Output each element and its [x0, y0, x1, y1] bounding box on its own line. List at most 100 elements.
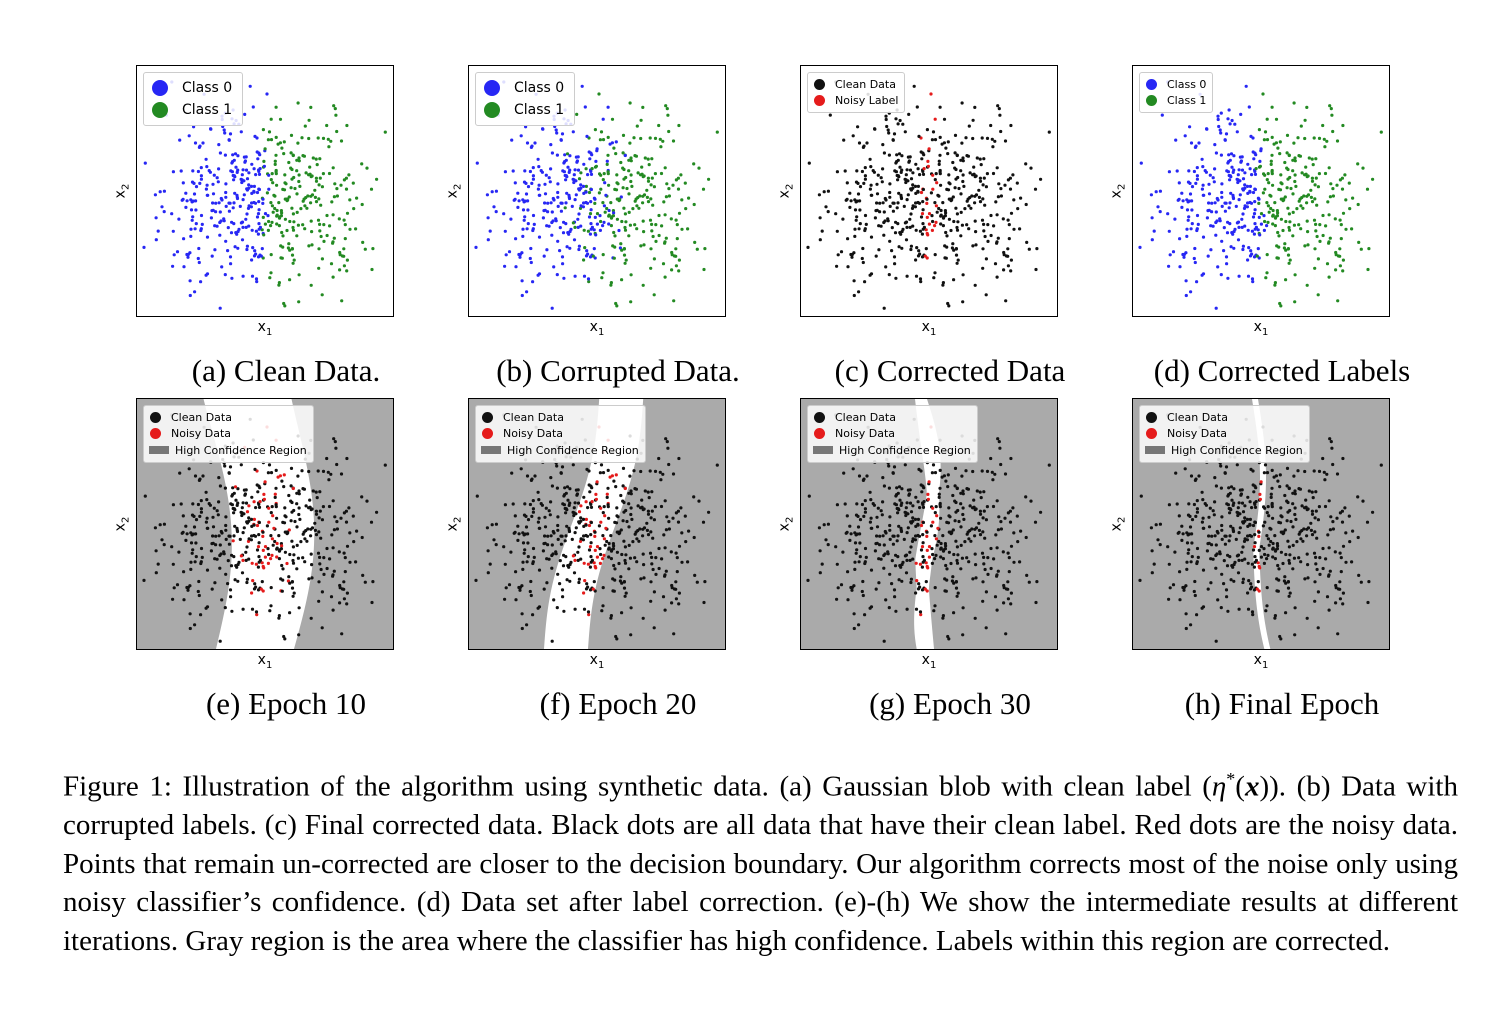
scatter-point: [1237, 274, 1241, 278]
scatter-point: [612, 256, 616, 260]
scatter-point: [1236, 571, 1241, 575]
scatter-point: [968, 504, 972, 508]
scatter-point: [903, 177, 907, 181]
scatter-point: [199, 507, 203, 511]
scatter-point: [597, 524, 601, 528]
scatter-point: [275, 516, 279, 520]
scatter-point: [926, 159, 930, 163]
scatter-point: [1233, 122, 1237, 126]
scatter-point: [972, 498, 976, 502]
scatter-point: [934, 204, 938, 208]
scatter-point: [1286, 253, 1291, 257]
scatter-point: [231, 153, 235, 157]
scatter-point: [1228, 222, 1232, 226]
scatter-point: [266, 547, 270, 551]
scatter-point: [536, 157, 540, 161]
scatter-point: [1297, 532, 1301, 536]
scatter-point: [197, 260, 201, 265]
scatter-point: [807, 494, 811, 498]
scatter-point: [1253, 172, 1258, 176]
scatter-point: [997, 107, 1001, 111]
scatter-point: [214, 210, 218, 214]
scatter-point: [856, 125, 860, 129]
y-axis-label-h: x2: [1108, 516, 1128, 532]
scatter-point: [494, 543, 498, 547]
scatter-point: [896, 178, 900, 182]
scatter-point: [1192, 169, 1196, 174]
scatter-point: [1184, 279, 1188, 283]
scatter-point: [594, 492, 598, 496]
scatter-point: [171, 229, 175, 233]
scatter-point: [586, 562, 590, 566]
scatter-point: [1269, 492, 1273, 496]
scatter-point: [1249, 249, 1253, 253]
scatter-point: [154, 238, 158, 242]
scatter-point: [629, 156, 633, 160]
scatter-point: [1328, 569, 1332, 573]
scatter-point: [960, 101, 964, 105]
scatter-point: [555, 464, 559, 468]
scatter-point: [1263, 506, 1267, 510]
scatter-point: [273, 159, 277, 163]
scatter-point: [1295, 540, 1299, 544]
scatter-point: [1231, 529, 1236, 534]
scatter-plot-e: Clean Data Noisy Data High Confidence Regi…: [136, 398, 394, 650]
scatter-point: [277, 557, 281, 561]
scatter-point: [577, 545, 581, 549]
scatter-point: [209, 127, 213, 131]
scatter-point: [291, 558, 295, 563]
scatter-point: [232, 174, 236, 178]
scatter-point: [277, 281, 281, 285]
scatter-point: [223, 464, 227, 468]
scatter-point: [877, 557, 881, 561]
scatter-point: [1336, 632, 1340, 636]
scatter-point: [589, 172, 594, 176]
scatter-point: [297, 489, 301, 493]
scatter-point: [961, 179, 965, 184]
scatter-point: [922, 500, 926, 504]
scatter-point: [623, 228, 628, 232]
scatter-point: [345, 544, 350, 548]
scatter-point: [1171, 583, 1176, 587]
scatter-point: [1241, 247, 1245, 252]
eta-symbol: η: [1211, 770, 1227, 803]
scatter-point: [941, 614, 945, 618]
scatter-point: [881, 476, 885, 480]
scatter-point: [1273, 557, 1277, 561]
scatter-point: [521, 541, 526, 545]
scatter-point: [959, 192, 963, 196]
scatter-point: [531, 510, 535, 514]
scatter-point: [261, 534, 265, 538]
scatter-point: [1338, 597, 1342, 601]
scatter-point: [897, 485, 902, 489]
scatter-point: [1300, 171, 1304, 175]
scatter-point: [857, 560, 861, 564]
scatter-point: [614, 473, 618, 477]
scatter-point: [255, 523, 260, 528]
scatter-point: [871, 169, 875, 173]
scatter-point: [824, 205, 828, 209]
scatter-point: [1138, 578, 1142, 582]
legend-label: Noisy Data: [503, 427, 564, 441]
scatter-point: [975, 156, 979, 160]
scatter-point: [375, 510, 379, 514]
x-axis-label-e: x1: [257, 652, 273, 671]
scatter-point: [954, 510, 958, 514]
scatter-point: [1312, 136, 1316, 140]
scatter-point: [309, 201, 313, 205]
scatter-point: [318, 157, 322, 161]
scatter-point: [224, 537, 228, 541]
scatter-point: [547, 509, 551, 513]
scatter-point: [959, 567, 963, 571]
scatter-point: [269, 253, 273, 257]
scatter-point: [576, 217, 580, 221]
scatter-point: [1307, 489, 1311, 493]
scatter-point: [979, 163, 983, 167]
scatter-point: [1226, 503, 1230, 507]
x-axis-label-c: x1: [921, 319, 937, 338]
scatter-point: [236, 168, 240, 172]
scatter-point: [1209, 224, 1213, 228]
scatter-point: [1335, 516, 1339, 520]
scatter-point: [277, 201, 281, 205]
scatter-point: [881, 143, 885, 147]
